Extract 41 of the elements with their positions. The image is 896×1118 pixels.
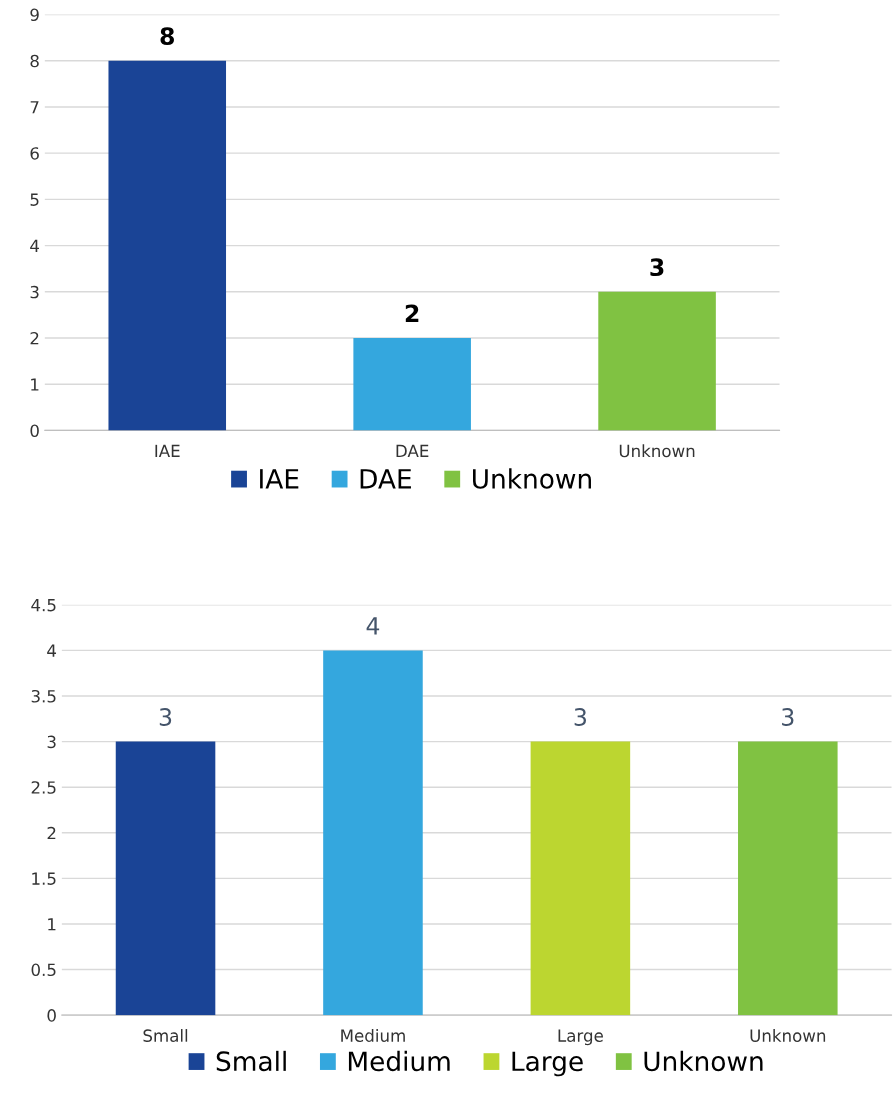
- y-tick-label: 8: [30, 54, 39, 68]
- data-label: 2: [405, 304, 419, 322]
- x-tick-label: Unknown: [750, 1029, 826, 1042]
- y-tick-label: 1.5: [32, 872, 56, 885]
- x-tick-label: Large: [558, 1029, 603, 1046]
- y-tick-label: 2: [30, 331, 39, 345]
- y-tick-label: 0: [47, 1009, 56, 1022]
- y-tick-label: 2.5: [31, 781, 56, 794]
- y-tick-label: 9: [30, 8, 39, 22]
- x-tick-label: Small: [143, 1029, 188, 1042]
- legend-label: Small: [216, 1050, 286, 1072]
- x-tick-label: Medium: [341, 1029, 405, 1042]
- legend-label: Medium: [348, 1050, 450, 1072]
- y-tick-label: 4: [47, 644, 57, 657]
- legend-label: Unknown: [473, 468, 591, 489]
- y-tick-label: 1: [31, 378, 39, 391]
- legend-label: Unknown: [644, 1050, 763, 1072]
- data-label: 3: [782, 708, 794, 726]
- data-label: 8: [160, 27, 174, 46]
- legend-label: DAE: [360, 469, 411, 489]
- y-tick-label: 6: [30, 147, 39, 160]
- data-label: 3: [574, 708, 586, 726]
- x-tick-label: DAE: [396, 444, 429, 457]
- y-tick-label: 2: [47, 826, 56, 840]
- data-label: 3: [159, 708, 172, 726]
- y-tick-label: 0.5: [31, 963, 56, 977]
- y-tick-label: 3: [30, 285, 39, 299]
- y-tick-label: 7: [30, 101, 39, 114]
- data-label: 4: [366, 617, 380, 635]
- y-tick-label: 4: [30, 239, 39, 252]
- y-tick-label: 3.5: [31, 689, 56, 703]
- y-tick-label: 0: [30, 424, 39, 437]
- legend-label: IAE: [260, 469, 299, 489]
- x-tick-label: Unknown: [619, 444, 695, 458]
- x-tick-label: IAE: [155, 444, 180, 457]
- data-label: 3: [650, 258, 664, 277]
- y-tick-label: 5: [30, 193, 39, 206]
- y-tick-label: 4.5: [31, 599, 56, 612]
- legend-label: Large: [512, 1051, 583, 1077]
- y-tick-label: 3: [47, 735, 56, 749]
- y-tick-label: 1: [48, 918, 56, 931]
